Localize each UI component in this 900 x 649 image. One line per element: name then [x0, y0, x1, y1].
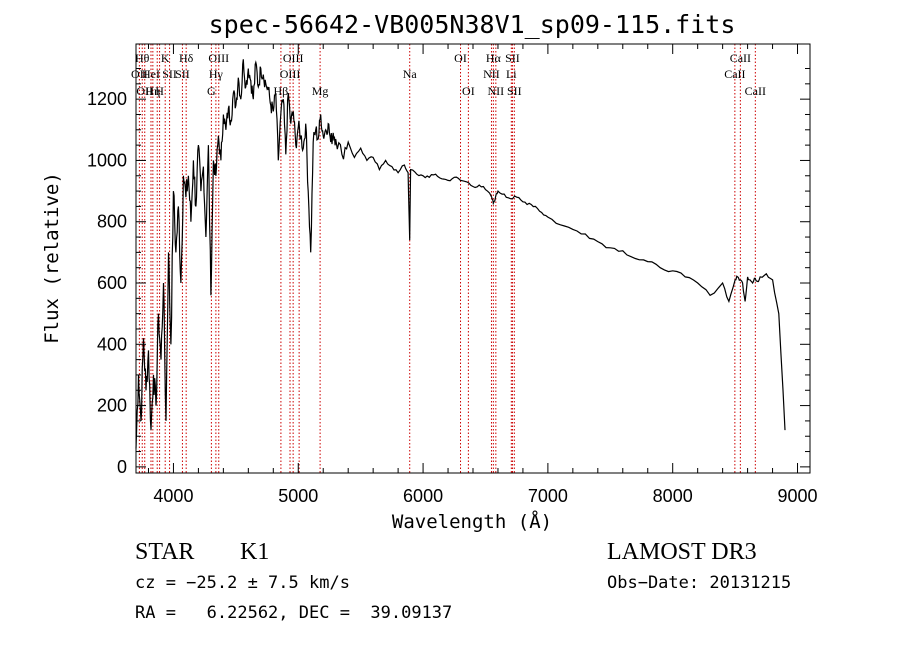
y-tick-label-600: 600 [97, 273, 127, 293]
line-label-1: Hθ [135, 51, 150, 65]
line-label-10: Hδ [179, 51, 194, 65]
line-label-9: SII [175, 67, 190, 81]
x-tick-label-6000: 6000 [403, 486, 443, 506]
line-label-2: OII [136, 84, 153, 98]
line-label-27: SII [507, 84, 522, 98]
line-label-4: Hη [145, 84, 160, 98]
y-axis-ticks: 0 200 400 600 800 1000 1200 [87, 68, 810, 477]
plot-frame [135, 43, 811, 474]
line-label-3: HeI [142, 67, 160, 81]
line-label-22: NII [483, 67, 500, 81]
y-tick-label-200: 200 [97, 396, 127, 416]
line-label-6: H [155, 84, 164, 98]
line-label-30: CaII [745, 84, 766, 98]
redshift-text: cz = −25.2 ± 7.5 km/s [135, 573, 350, 593]
line-label-25: Li [506, 67, 517, 81]
line-label-8: SII [162, 67, 177, 81]
obs-date-text: Obs−Date: 20131215 [607, 573, 792, 593]
line-label-23: Hα [486, 51, 502, 65]
ra-dec-text: RA = 6.22562, DEC = 39.09137 [135, 603, 453, 623]
x-tick-label-9000: 9000 [777, 486, 817, 506]
y-tick-label-400: 400 [97, 334, 127, 354]
line-label-14: Hβ [274, 84, 289, 98]
line-label-18: Mg [312, 84, 329, 98]
y-axis-label: Flux (relative) [41, 172, 63, 344]
y-tick-label-1000: 1000 [87, 150, 127, 170]
line-label-26: SII [505, 51, 520, 65]
x-tick-label-4000: 4000 [153, 486, 193, 506]
emission-line-markers [138, 44, 756, 473]
line-label-29: CaII [730, 51, 751, 65]
line-label-19: Na [403, 67, 418, 81]
chart-title: spec-56642-VB005N38V1_sp09-115.fits [209, 10, 736, 39]
line-label-13: OIII [208, 51, 229, 65]
line-label-12: Hγ [209, 67, 224, 81]
line-label-11: G [207, 84, 216, 98]
line-label-0: OII [131, 67, 148, 81]
survey-name: LAMOST DR3 [607, 539, 757, 565]
y-tick-label-0: 0 [117, 457, 127, 477]
line-label-7: K [161, 51, 170, 65]
x-axis-ticks: 4000 5000 6000 7000 8000 9000 [147, 44, 818, 506]
object-class: STAR [135, 539, 195, 565]
x-tick-label-5000: 5000 [278, 486, 318, 506]
object-subclass: K1 [240, 539, 270, 565]
line-label-21: OI [462, 84, 475, 98]
y-tick-label-800: 800 [97, 212, 127, 232]
y-tick-label-1200: 1200 [87, 89, 127, 109]
line-label-24: NII [488, 84, 505, 98]
line-label-15: OIII [280, 67, 301, 81]
emission-line-labels: OIIHθOIIHeIHηHKSIISIIHδGHγOIIIHβOIIIOIII… [131, 51, 766, 98]
spectrum-line [135, 59, 786, 449]
line-label-16: OIII [283, 51, 304, 65]
x-axis-label: Wavelength (Å) [392, 510, 552, 533]
line-label-28: CaII [724, 67, 745, 81]
x-tick-label-8000: 8000 [653, 486, 693, 506]
x-tick-label-7000: 7000 [528, 486, 568, 506]
line-label-20: OI [454, 51, 467, 65]
